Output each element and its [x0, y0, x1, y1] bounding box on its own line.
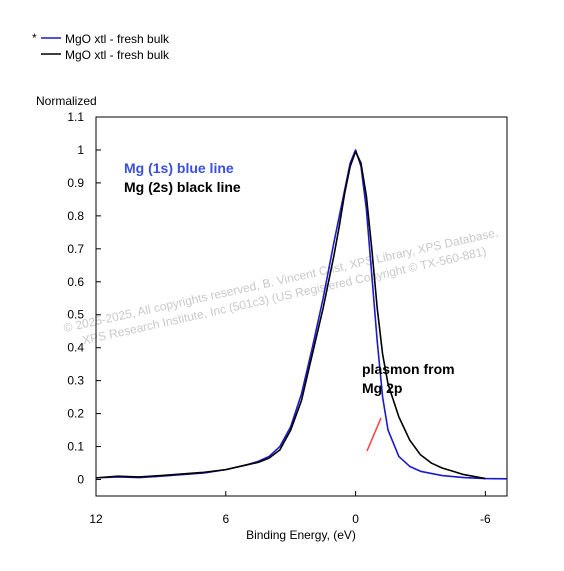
watermark-line-2: XPS Research Institute, Inc (501c3) (US …	[81, 244, 488, 347]
x-tick-label: -6	[480, 512, 491, 526]
x-tick-label: 12	[89, 512, 103, 526]
y-tick-label: 0.8	[67, 209, 84, 223]
watermark: © 2025-2025, All copyrights reserved, B.…	[62, 225, 499, 347]
annotation-mg2p: Mg 2p	[362, 380, 402, 396]
y-tick-label: 0.3	[67, 374, 84, 388]
series-group	[95, 149, 508, 480]
x-tick-label: 6	[222, 512, 229, 526]
series-line-black	[95, 150, 486, 480]
y-tick-label: 0.2	[67, 407, 84, 421]
y-tick-label: 0	[77, 473, 84, 487]
legend-label-blue: MgO xtl - fresh bulk	[65, 32, 170, 46]
x-axis-label: Binding Energy, (eV)	[246, 528, 356, 542]
plasmon-arrow	[366, 417, 382, 452]
annotation-mg2s: Mg (2s) black line	[124, 179, 241, 195]
legend-marker: *	[32, 31, 37, 45]
y-axis-label: Normalized	[36, 94, 97, 108]
y-tick-label: 0.1	[67, 440, 84, 454]
annotation-mg1s: Mg (1s) blue line	[124, 160, 234, 176]
y-tick-label: 0.5	[67, 308, 84, 322]
x-tick-label: 0	[352, 512, 359, 526]
y-tick-label: 1	[77, 143, 84, 157]
y-tick-label: 0.4	[67, 341, 84, 355]
y-tick-label: 0.7	[67, 242, 84, 256]
x-ticks: 12 6 0 -6	[89, 491, 491, 526]
y-tick-label: 1.1	[67, 110, 84, 124]
y-ticks: 0 0.1 0.2 0.3 0.4 0.5 0.6 0.7 0.8 0.9 1 1.1	[67, 110, 101, 487]
annotation-plasmon: plasmon from	[362, 361, 455, 377]
y-tick-label: 0.9	[67, 176, 84, 190]
legend-label-black: MgO xtl - fresh bulk	[65, 48, 170, 62]
watermark-line-1: © 2025-2025, All copyrights reserved, B.…	[62, 225, 499, 335]
y-tick-label: 0.6	[67, 275, 84, 289]
plot-area	[95, 116, 508, 497]
